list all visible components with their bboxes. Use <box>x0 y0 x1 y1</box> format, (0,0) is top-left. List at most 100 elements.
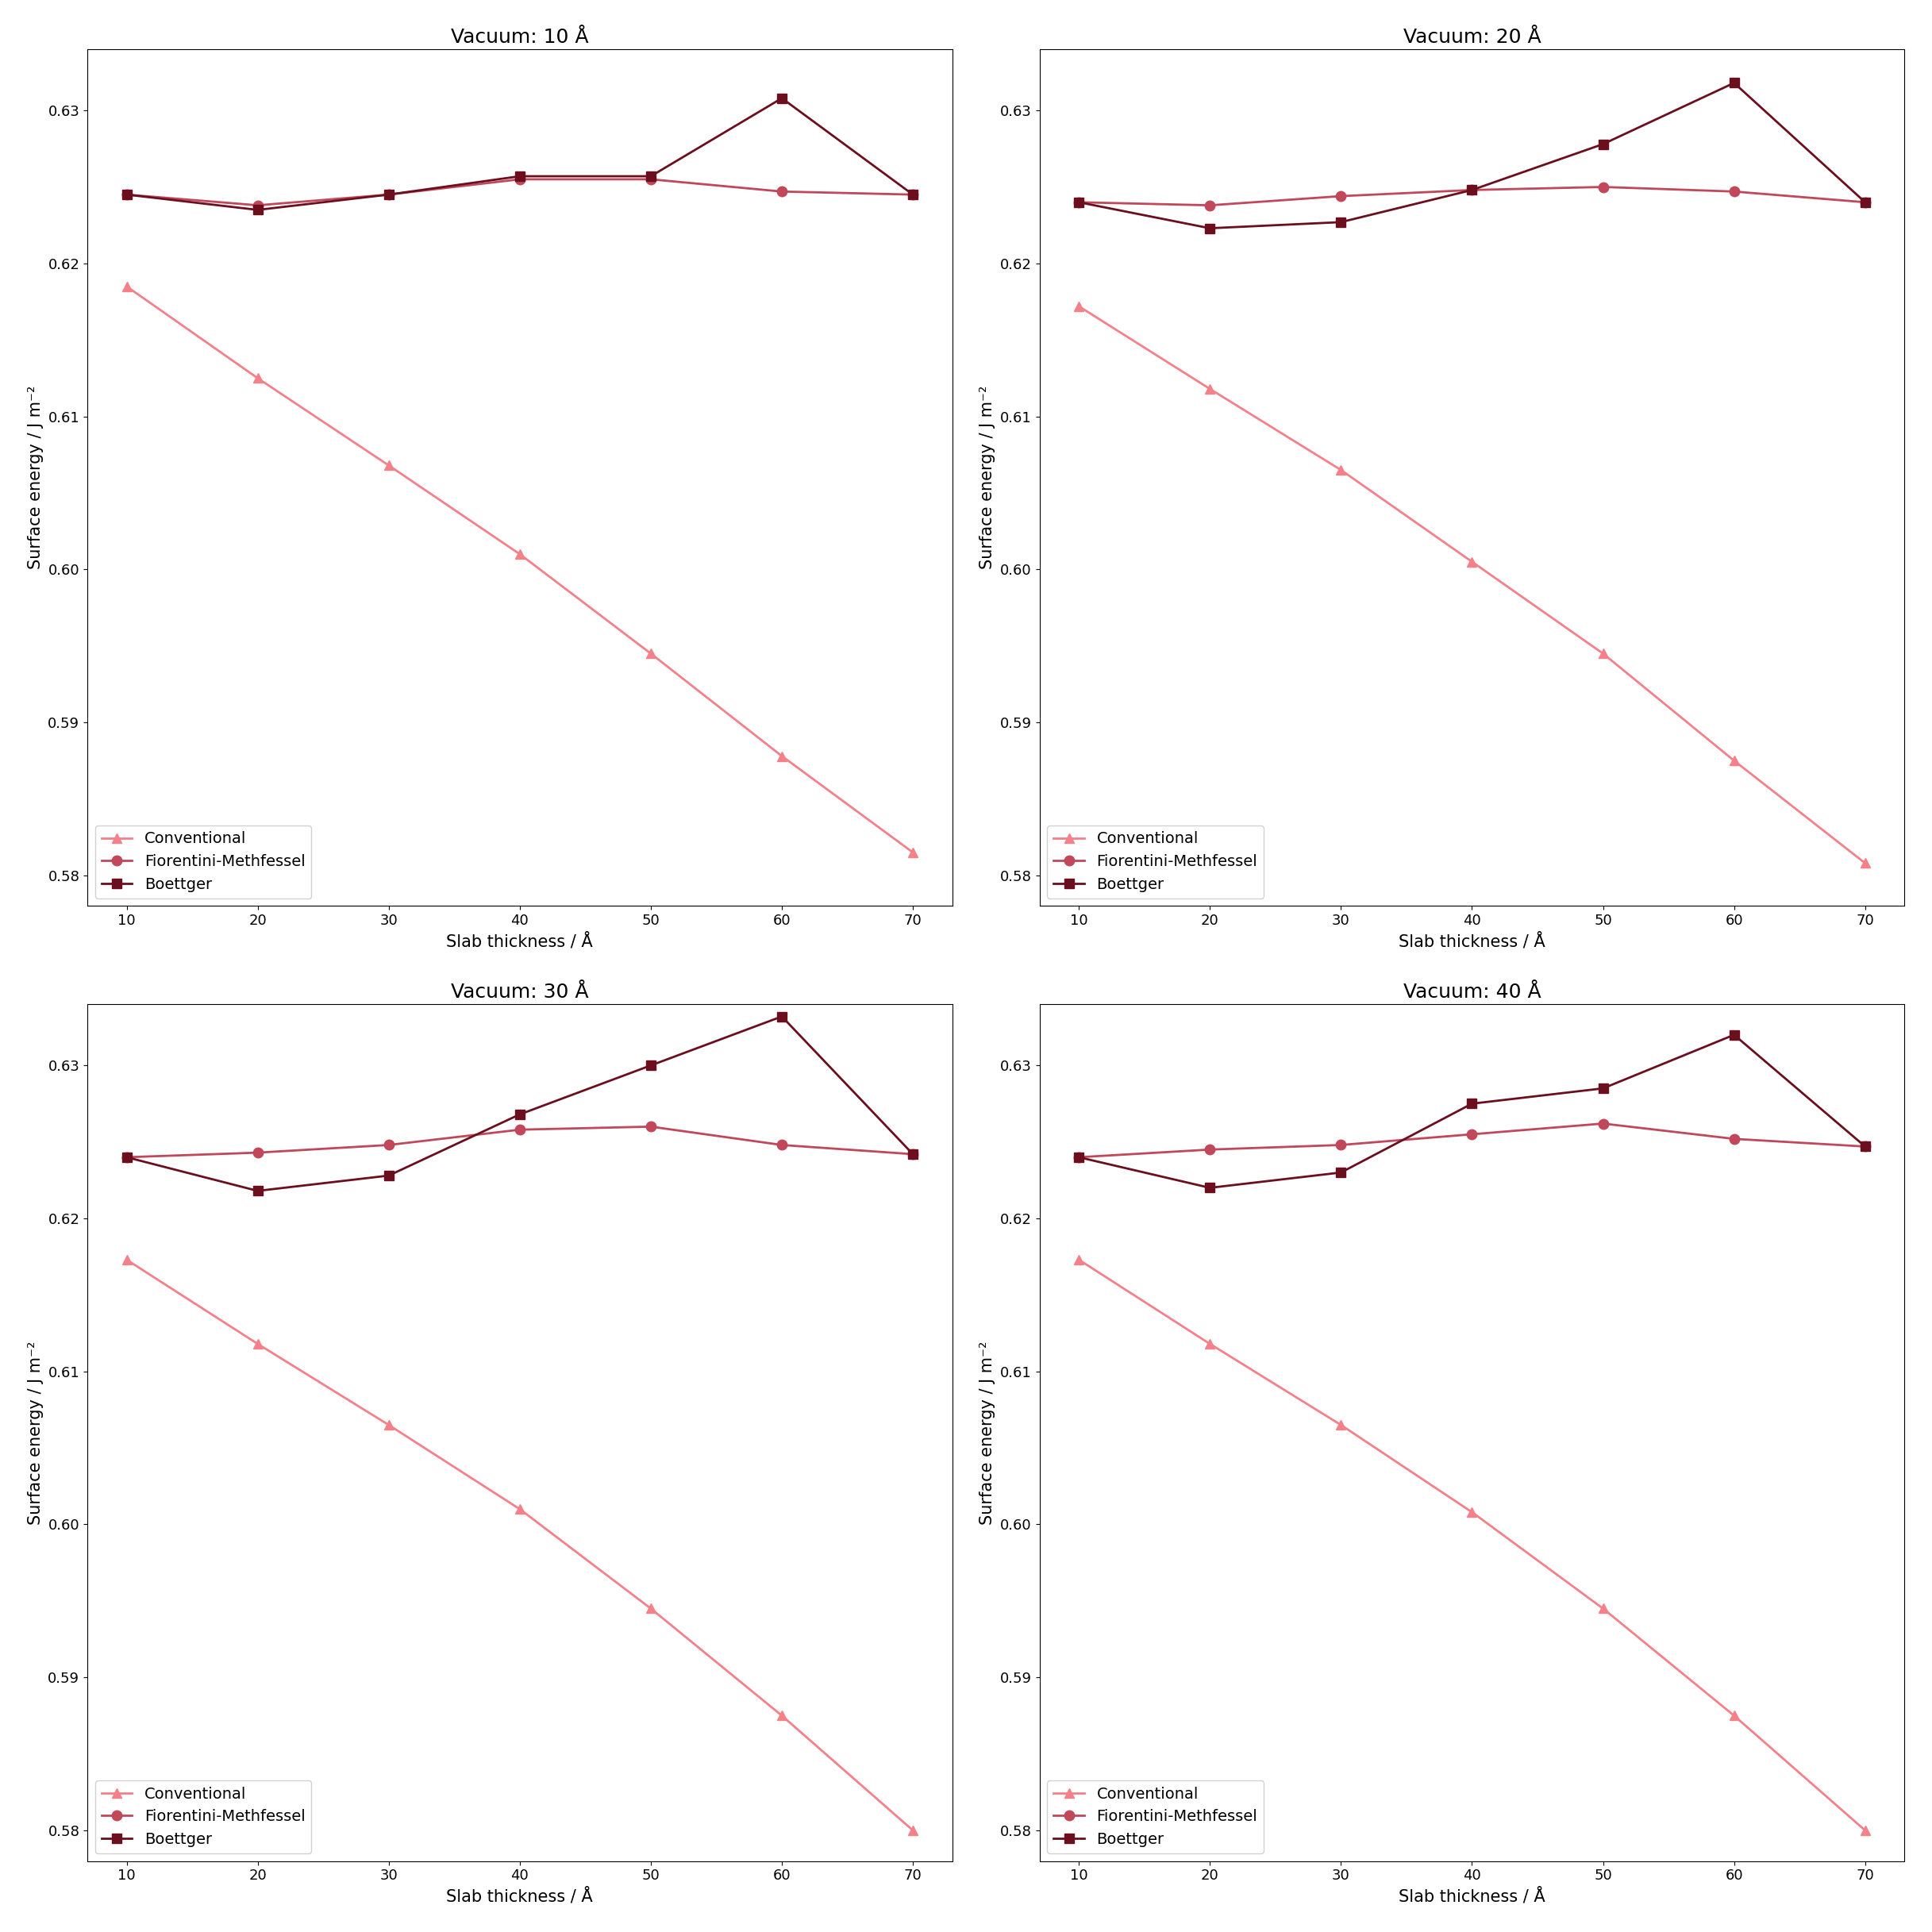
Y-axis label: Surface energy / J m⁻²: Surface energy / J m⁻² <box>27 386 43 570</box>
Conventional <box>508 1497 531 1520</box>
Legend: Conventional, Fiorentini-Methfessel, Boettger: Conventional, Fiorentini-Methfessel, Boe… <box>95 1779 311 1853</box>
Fiorentini-Methfessel <box>1329 185 1352 209</box>
Conventional <box>1329 458 1352 481</box>
Boettger <box>1853 191 1876 214</box>
Conventional <box>771 1704 794 1727</box>
Fiorentini-Methfessel <box>1853 1134 1876 1157</box>
Fiorentini-Methfessel <box>639 168 663 191</box>
Line: Conventional: Conventional <box>1074 1254 1870 1835</box>
Boettger <box>1461 178 1484 201</box>
Fiorentini-Methfessel <box>902 184 925 207</box>
Y-axis label: Surface energy / J m⁻²: Surface energy / J m⁻² <box>27 1341 43 1524</box>
X-axis label: Slab thickness / Å: Slab thickness / Å <box>1399 933 1546 949</box>
Boettger <box>1592 1076 1615 1099</box>
Title: Vacuum: 20 Å: Vacuum: 20 Å <box>1403 27 1542 46</box>
Line: Boettger: Boettger <box>122 1012 918 1196</box>
Boettger <box>116 1146 139 1169</box>
Fiorentini-Methfessel <box>1592 176 1615 199</box>
Boettger <box>902 184 925 207</box>
Conventional <box>1066 1248 1090 1271</box>
Fiorentini-Methfessel <box>1592 1113 1615 1136</box>
Conventional <box>639 641 663 665</box>
Title: Vacuum: 40 Å: Vacuum: 40 Å <box>1403 983 1542 1001</box>
Boettger <box>377 184 400 207</box>
Line: Conventional: Conventional <box>122 1254 918 1835</box>
Boettger <box>1329 1161 1352 1184</box>
Fiorentini-Methfessel <box>902 1142 925 1165</box>
Conventional <box>377 1414 400 1437</box>
Fiorentini-Methfessel <box>639 1115 663 1138</box>
Boettger <box>1723 71 1747 95</box>
Fiorentini-Methfessel <box>1066 191 1090 214</box>
Fiorentini-Methfessel <box>1723 1126 1747 1150</box>
Conventional <box>1198 377 1221 400</box>
Legend: Conventional, Fiorentini-Methfessel, Boettger: Conventional, Fiorentini-Methfessel, Boe… <box>1047 825 1264 898</box>
Boettger <box>377 1163 400 1186</box>
Fiorentini-Methfessel <box>1723 180 1747 203</box>
Legend: Conventional, Fiorentini-Methfessel, Boettger: Conventional, Fiorentini-Methfessel, Boe… <box>95 825 311 898</box>
X-axis label: Slab thickness / Å: Slab thickness / Å <box>446 933 593 949</box>
Boettger <box>1723 1024 1747 1047</box>
Boettger <box>771 87 794 110</box>
Line: Fiorentini-Methfessel: Fiorentini-Methfessel <box>122 1122 918 1163</box>
Fiorentini-Methfessel <box>1198 193 1221 216</box>
Conventional <box>1198 1333 1221 1356</box>
Line: Conventional: Conventional <box>122 282 918 858</box>
Conventional <box>902 840 925 864</box>
Boettger <box>245 1179 269 1202</box>
Boettger <box>508 1103 531 1126</box>
Boettger <box>1461 1092 1484 1115</box>
Fiorentini-Methfessel <box>377 184 400 207</box>
Fiorentini-Methfessel <box>245 193 269 216</box>
Boettger <box>245 199 269 222</box>
Y-axis label: Surface energy / J m⁻²: Surface energy / J m⁻² <box>980 386 995 570</box>
Conventional <box>1329 1414 1352 1437</box>
Fiorentini-Methfessel <box>771 1134 794 1157</box>
Conventional <box>1853 852 1876 875</box>
Line: Fiorentini-Methfessel: Fiorentini-Methfessel <box>122 174 918 211</box>
Conventional <box>245 367 269 390</box>
Conventional <box>1066 296 1090 319</box>
Line: Fiorentini-Methfessel: Fiorentini-Methfessel <box>1074 182 1870 211</box>
Line: Fiorentini-Methfessel: Fiorentini-Methfessel <box>1074 1119 1870 1163</box>
Title: Vacuum: 30 Å: Vacuum: 30 Å <box>450 983 589 1001</box>
Boettger <box>508 164 531 187</box>
Boettger <box>1198 216 1221 240</box>
Conventional <box>116 1248 139 1271</box>
Conventional <box>1853 1818 1876 1841</box>
Fiorentini-Methfessel <box>116 1146 139 1169</box>
Fiorentini-Methfessel <box>245 1142 269 1165</box>
Fiorentini-Methfessel <box>1329 1134 1352 1157</box>
Conventional <box>116 274 139 298</box>
Conventional <box>1461 1501 1484 1524</box>
Fiorentini-Methfessel <box>1853 191 1876 214</box>
Fiorentini-Methfessel <box>1461 1122 1484 1146</box>
Boettger <box>1198 1177 1221 1200</box>
Fiorentini-Methfessel <box>508 1119 531 1142</box>
Line: Boettger: Boettger <box>1074 77 1870 234</box>
Conventional <box>1723 1704 1747 1727</box>
Conventional <box>902 1818 925 1841</box>
Fiorentini-Methfessel <box>508 168 531 191</box>
Boettger <box>902 1142 925 1165</box>
Title: Vacuum: 10 Å: Vacuum: 10 Å <box>450 27 589 46</box>
Line: Boettger: Boettger <box>122 93 918 214</box>
Legend: Conventional, Fiorentini-Methfessel, Boettger: Conventional, Fiorentini-Methfessel, Boe… <box>1047 1779 1264 1853</box>
Conventional <box>1461 551 1484 574</box>
Boettger <box>639 164 663 187</box>
Conventional <box>771 744 794 767</box>
Y-axis label: Surface energy / J m⁻²: Surface energy / J m⁻² <box>980 1341 995 1524</box>
Fiorentini-Methfessel <box>771 180 794 203</box>
Boettger <box>1066 1146 1090 1169</box>
Conventional <box>639 1598 663 1621</box>
Boettger <box>1592 133 1615 156</box>
Fiorentini-Methfessel <box>1066 1146 1090 1169</box>
Boettger <box>1853 1134 1876 1157</box>
Conventional <box>1592 1598 1615 1621</box>
Fiorentini-Methfessel <box>116 184 139 207</box>
Conventional <box>245 1333 269 1356</box>
Fiorentini-Methfessel <box>377 1134 400 1157</box>
Conventional <box>377 454 400 477</box>
Boettger <box>1329 211 1352 234</box>
Conventional <box>1592 641 1615 665</box>
